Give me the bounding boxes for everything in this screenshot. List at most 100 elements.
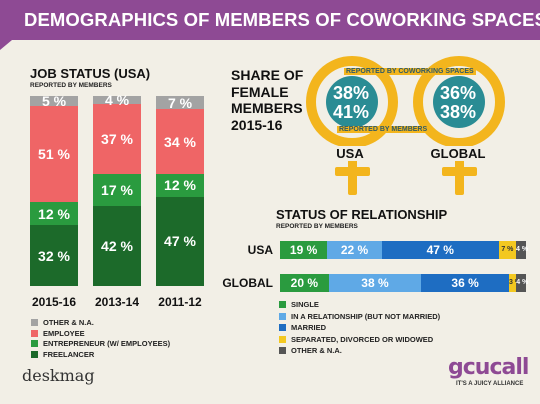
job-bar-segment <box>156 96 204 110</box>
relationship-bar-label: 20 % <box>290 276 319 290</box>
relationship-bar-label: 4 % <box>516 246 529 253</box>
legend-swatch <box>279 324 286 331</box>
relationship-title: STATUS OF RELATIONSHIP <box>276 207 448 222</box>
relationship-bar-segment <box>516 241 526 259</box>
job-bar-label: 34 % <box>164 133 196 150</box>
gcucall-logo: gcucall <box>448 355 529 380</box>
job-bar-label: 4 % <box>104 91 130 108</box>
job-status-title: JOB STATUS (USA) <box>30 66 151 81</box>
venus-ring-usa <box>306 56 398 148</box>
legend-swatch <box>31 350 38 358</box>
usa-female-members: 41% <box>332 102 370 122</box>
venus-ring-global <box>413 56 505 148</box>
legend-swatch <box>279 301 286 308</box>
legend-swatch <box>279 312 286 320</box>
female-share-title-line: MEMBERS <box>231 100 303 116</box>
legend-label: IN A RELATIONSHIP (BUT NOT MARRIED) <box>291 311 441 321</box>
venus-icon-global <box>413 56 505 195</box>
job-bar-segment <box>93 96 141 104</box>
legend-label: OTHER & N.A. <box>43 318 94 327</box>
relationship-category-label: GLOBAL <box>222 276 273 290</box>
job-bar-label: 5 % <box>41 92 67 109</box>
relationship-bar-label: 4 % <box>516 279 529 286</box>
header-tail <box>0 40 12 50</box>
global-female-values: 36% 38% <box>429 84 487 122</box>
female-share-title-line: SHARE OF <box>231 67 304 83</box>
relationship-subtitle: REPORTED BY MEMBERS <box>276 223 358 230</box>
female-share-title-line: FEMALE <box>231 83 289 100</box>
venus-cross-global <box>442 167 477 176</box>
job-bar-segment <box>156 109 204 174</box>
legend-label: EMPLOYEE <box>43 328 85 338</box>
usa-female-spaces: 38% <box>332 83 370 103</box>
venus-cross-usa <box>335 167 370 176</box>
job-bar-label: 12 % <box>38 205 70 222</box>
header-bar <box>0 0 540 40</box>
job-bar-segment <box>30 96 78 106</box>
legend-swatch <box>279 347 286 354</box>
relationship-bar-segment <box>498 241 517 259</box>
global-female-members: 38% <box>439 102 477 122</box>
deskmag-logo: deskmag <box>22 366 95 385</box>
legend-swatch <box>31 340 38 347</box>
legend-label: SEPARATED, DIVORCED OR WIDOWED <box>291 334 434 344</box>
relationship-bar-label: 38 % <box>361 276 389 290</box>
global-female-spaces: 36% <box>439 83 477 103</box>
job-bar-segment <box>156 196 204 286</box>
job-bar-segment <box>93 103 141 174</box>
job-status-subtitle: REPORTED BY MEMBERS <box>30 82 112 89</box>
job-bar-segment <box>30 225 78 286</box>
job-bar-segment <box>30 105 78 203</box>
relationship-bar-segment <box>280 241 328 259</box>
global-label: GLOBAL <box>418 146 498 161</box>
job-bar-label: 32 % <box>38 247 70 264</box>
job-category-label: 2015-16 <box>31 295 77 309</box>
label-reported-by-members: REPORTED BY MEMBERS <box>337 126 430 133</box>
venus-symbols <box>306 56 505 195</box>
relationship-bar-segment <box>381 241 499 259</box>
relationship-bar-label: 19 % <box>289 243 318 257</box>
label-reported-by-spaces: REPORTED BY COWORKING SPACES <box>344 68 476 75</box>
job-bar-label: 47 % <box>164 233 196 250</box>
relationship-bar-label: 36 % <box>451 276 479 290</box>
job-bar-label: 12 % <box>164 177 196 194</box>
relationship-bar-segment <box>508 274 517 292</box>
job-bar-segment <box>93 173 141 207</box>
legend-label: OTHER & N.A. <box>291 346 342 355</box>
relationship-bar-label: 7 % <box>501 246 514 253</box>
relationship-category-label: USA <box>247 243 273 257</box>
venus-center-global <box>433 76 485 128</box>
relationship-bar-segment <box>516 274 526 292</box>
job-bar-segment <box>30 202 78 226</box>
legend-swatch <box>31 319 38 326</box>
relationship-bar-label: 22 % <box>340 243 369 257</box>
legend-swatch <box>279 335 286 343</box>
legend-label: FREELANCER <box>43 349 95 359</box>
job-category-label: 2011-12 <box>158 295 202 309</box>
legend-label: ENTREPRENEUR (W/ EMPLOYEES) <box>43 339 171 348</box>
job-bar-segment <box>156 173 204 197</box>
job-bar-segment <box>93 206 141 286</box>
job-bar-label: 17 % <box>101 182 133 199</box>
usa-label: USA <box>320 146 380 161</box>
relationship-bar-label: 3 % <box>508 279 521 286</box>
relationship-bar-segment <box>421 274 509 292</box>
page-title: DEMOGRAPHICS OF MEMBERS OF COWORKING SPA… <box>24 9 540 30</box>
usa-female-values: 38% 41% <box>322 84 380 122</box>
job-bar-label: 42 % <box>101 238 133 255</box>
job-category-label: 2013-14 <box>94 295 140 309</box>
job-bar-label: 7 % <box>167 94 193 111</box>
relationship-bar-segment <box>328 274 422 292</box>
relationship-bar-segment <box>280 274 329 292</box>
female-share-title: SHARE OF FEMALE MEMBERS 2015-16 <box>231 67 303 133</box>
female-share-title-line: 2015-16 <box>231 116 283 133</box>
legend-swatch <box>31 329 38 337</box>
relationship-bar-segment <box>327 241 382 259</box>
relationship-bar-label: 47 % <box>426 243 454 257</box>
job-bar-label: 51 % <box>38 145 70 162</box>
job-bar-label: 37 % <box>101 130 133 147</box>
venus-icon-usa <box>306 56 398 195</box>
legend-label: MARRIED <box>291 323 326 332</box>
venus-center-usa <box>326 76 378 128</box>
legend-label: SINGLE <box>291 300 319 309</box>
